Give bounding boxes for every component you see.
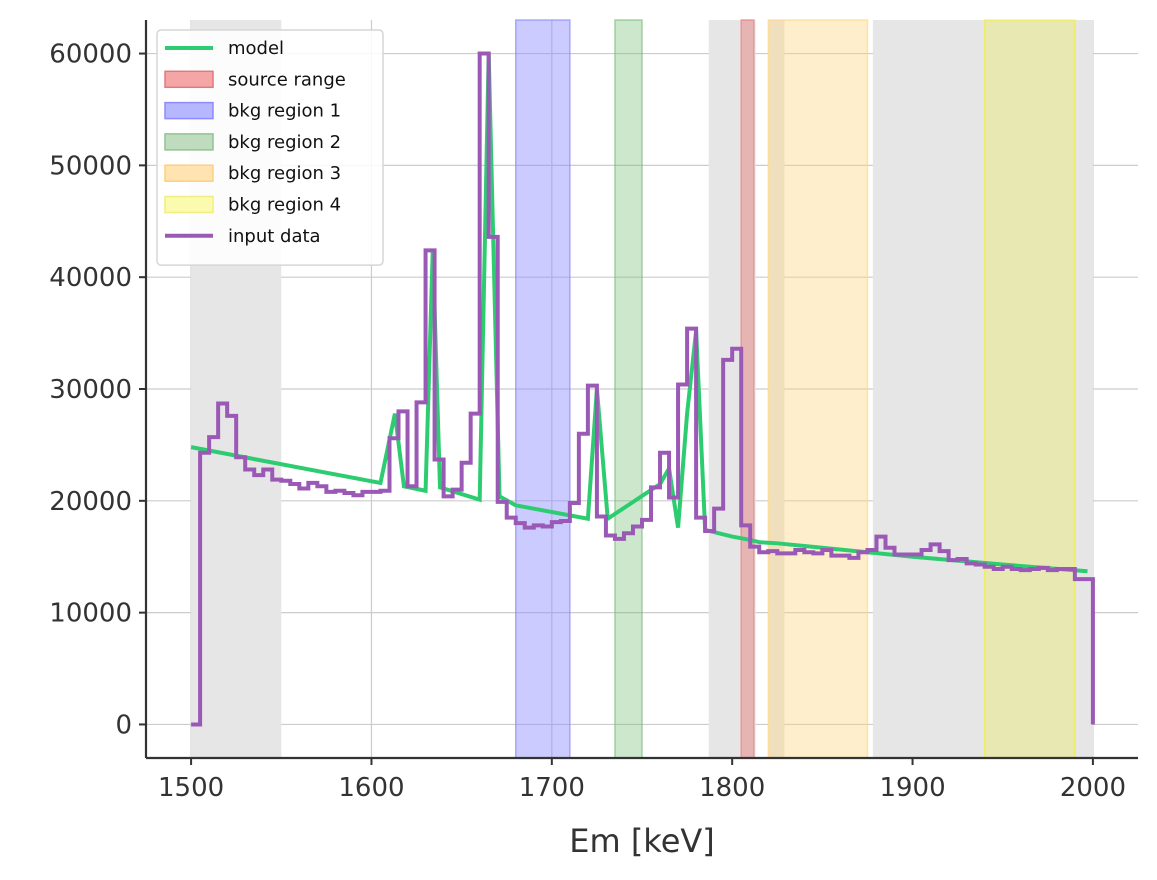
legend-swatch-bkg-region-2 [164,133,214,151]
series-layer [190,51,1095,727]
x-axis-label: Em [keV] [569,822,715,860]
y-tick-label: 20000 [49,487,132,517]
region-bkg-region-3 [767,19,869,759]
x-tick-label: 1500 [158,773,224,803]
y-tick-label: 40000 [49,263,132,293]
legend-swatch-source-range [164,70,214,89]
y-tick-label: 0 [115,710,132,740]
x-tick-label: 1700 [519,773,585,803]
legend-label-bkg-region-4: bkg region 4 [228,195,341,216]
y-tick-label: 60000 [49,40,132,70]
y-tick-label: 50000 [49,151,132,181]
y-tick-label: 10000 [49,599,132,629]
legend-label-bkg-region-1: bkg region 1 [228,101,341,122]
tick-labels: 1500 1600 1700 1800 1900 20000100002000030000… [49,40,1126,803]
region-bkg-region-4 [983,19,1076,759]
legend-label-input-data: input data [228,226,321,247]
legend-label-model: model [228,38,284,59]
series-model [190,53,1088,574]
shaded-regions [191,19,1093,759]
region-masked-2 [768,20,785,758]
region-bkg-region-1 [514,19,571,759]
legend-swatch-bkg-region-3 [164,164,214,182]
series-input-data [191,51,1095,727]
legend-label-source-range: source range [228,69,346,90]
legend-swatch-bkg-region-1 [164,101,214,120]
legend-label-bkg-region-3: bkg region 3 [228,163,341,184]
x-tick-label: 1900 [879,773,945,803]
y-tick-label: 30000 [49,375,132,405]
region-bkg-region-2 [614,19,643,759]
x-tick-label: 1600 [338,773,404,803]
legend-swatch-bkg-region-4 [164,195,214,214]
legend: model source range bkg region 1 bkg region … [156,29,384,266]
x-tick-label: 2000 [1060,773,1126,803]
legend-label-bkg-region-2: bkg region 2 [228,132,341,153]
region-masked-3 [872,20,1093,758]
x-tick-label: 1800 [699,773,765,803]
